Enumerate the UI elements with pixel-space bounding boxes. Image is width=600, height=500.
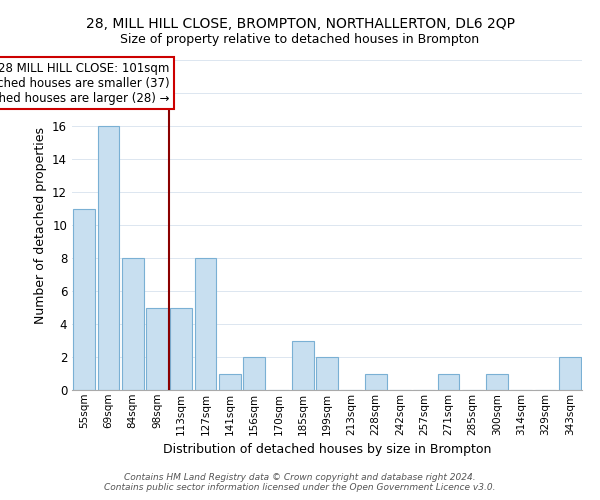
Text: Size of property relative to detached houses in Brompton: Size of property relative to detached ho… (121, 32, 479, 46)
Bar (73, 208, 95, 390)
Bar (316, 357, 338, 390)
Bar (194, 258, 217, 390)
Bar (219, 374, 241, 390)
Bar (365, 374, 386, 390)
Bar (170, 308, 192, 390)
Bar (559, 357, 581, 390)
Bar (97, 126, 119, 390)
Text: 28 MILL HILL CLOSE: 101sqm
← 57% of detached houses are smaller (37)
43% of semi: 28 MILL HILL CLOSE: 101sqm ← 57% of deta… (0, 62, 169, 104)
Text: 28, MILL HILL CLOSE, BROMPTON, NORTHALLERTON, DL6 2QP: 28, MILL HILL CLOSE, BROMPTON, NORTHALLE… (86, 18, 515, 32)
Bar (437, 374, 460, 390)
Bar (146, 308, 168, 390)
Bar (486, 374, 508, 390)
Bar (243, 357, 265, 390)
X-axis label: Distribution of detached houses by size in Brompton: Distribution of detached houses by size … (163, 443, 491, 456)
Text: Contains HM Land Registry data © Crown copyright and database right 2024.
Contai: Contains HM Land Registry data © Crown c… (104, 473, 496, 492)
Bar (122, 258, 143, 390)
Y-axis label: Number of detached properties: Number of detached properties (34, 126, 47, 324)
Bar (292, 340, 314, 390)
